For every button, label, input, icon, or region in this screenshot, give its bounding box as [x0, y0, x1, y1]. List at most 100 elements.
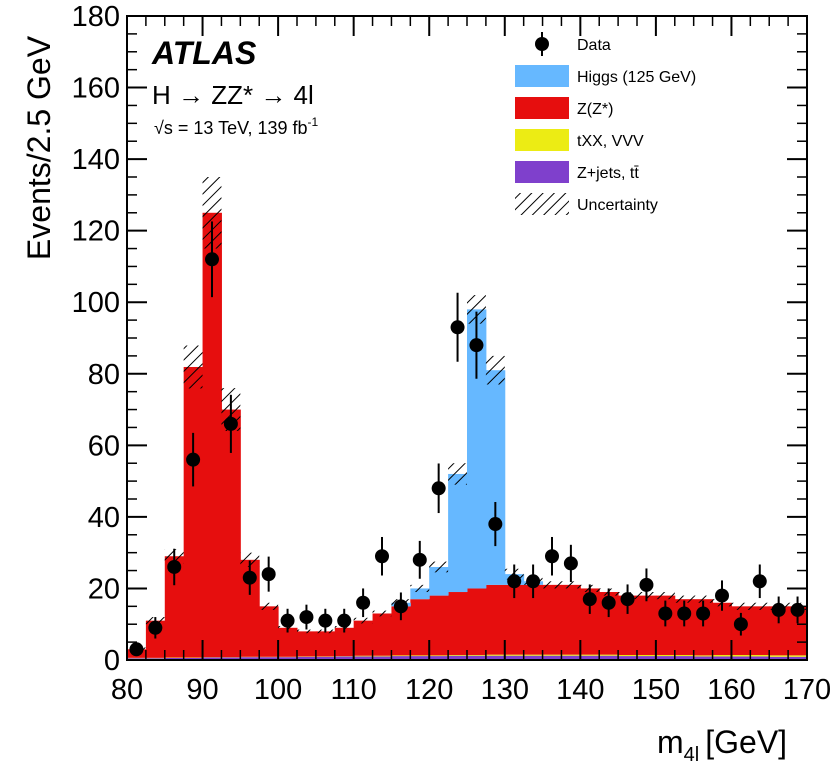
- bar: [750, 656, 770, 660]
- bar: [523, 584, 544, 655]
- uncertainty-band: [561, 581, 581, 589]
- y-tick-label: 160: [72, 73, 120, 105]
- bar: [315, 631, 336, 657]
- stacked-bars: [127, 212, 808, 660]
- data-point: [715, 588, 729, 603]
- x-tick-label: 100: [254, 674, 302, 706]
- data-point: [223, 416, 238, 431]
- data-point: [167, 559, 182, 574]
- bar: [655, 656, 676, 660]
- bar: [637, 595, 657, 655]
- data-point: [790, 602, 805, 617]
- bar: [448, 592, 468, 655]
- experiment-label: ATLAS: [151, 35, 257, 71]
- bar: [410, 656, 430, 660]
- bar: [467, 309, 487, 589]
- bar: [504, 655, 525, 660]
- uncertainty-band: [542, 581, 562, 589]
- bar: [259, 657, 279, 660]
- bar: [637, 656, 657, 660]
- bar: [297, 631, 317, 657]
- bar: [485, 370, 506, 585]
- data-point: [601, 595, 616, 610]
- data-point: [375, 549, 389, 564]
- y-axis-title: Events/2.5 GeV: [21, 35, 57, 260]
- bar: [353, 620, 374, 656]
- bar: [599, 654, 619, 656]
- x-tick-label: 110: [331, 674, 377, 706]
- data-point: [148, 620, 163, 635]
- bar: [485, 584, 506, 655]
- axis-ticks: 80 90 100 110 120 130 140 150 160 170 0 20 40 60 80 100…: [72, 1, 832, 706]
- bar: [712, 654, 732, 657]
- bar: [561, 654, 581, 656]
- x-tick-label: 90: [186, 674, 218, 706]
- bar: [674, 654, 695, 657]
- data-point: [280, 613, 295, 628]
- y-tick-label: 60: [88, 430, 120, 462]
- bar: [542, 584, 562, 655]
- data-point: [186, 452, 201, 467]
- process-label: H → ZZ* → 4l: [152, 80, 314, 110]
- data-point: [545, 549, 559, 564]
- data-point: [733, 617, 748, 632]
- x-tick-label: 80: [111, 674, 143, 706]
- bar: [561, 584, 581, 655]
- data-point: [242, 570, 257, 585]
- uncertainty-band: [467, 295, 486, 324]
- bar: [485, 654, 506, 656]
- data-point: [205, 252, 219, 267]
- bar: [164, 556, 185, 658]
- data-point: [431, 481, 446, 496]
- uncertainty-band: [372, 610, 392, 617]
- bar: [788, 655, 808, 657]
- bar: [183, 366, 204, 658]
- data-point: [526, 574, 541, 589]
- data-points: [129, 221, 805, 657]
- legend-swatch: [515, 65, 569, 87]
- legend-swatch: [515, 129, 569, 151]
- bar: [410, 599, 430, 656]
- uncertainty-band: [240, 552, 260, 567]
- bar: [429, 655, 449, 657]
- x-tick-label: 160: [707, 674, 755, 706]
- bar: [410, 588, 430, 600]
- bar: [769, 656, 789, 660]
- legend-swatch: [515, 161, 569, 183]
- bar: [485, 655, 506, 660]
- bar: [429, 656, 449, 660]
- data-point: [469, 338, 484, 353]
- bar: [353, 655, 374, 657]
- bar: [164, 657, 185, 660]
- bar: [278, 657, 298, 660]
- bar: [674, 656, 695, 660]
- data-point: [356, 595, 371, 610]
- bar: [467, 654, 487, 656]
- energy-label: √s = 13 TeV, 139 fb-1: [154, 115, 319, 138]
- data-point: [337, 613, 352, 628]
- bar: [372, 613, 392, 656]
- bar: [618, 656, 638, 660]
- bar: [712, 656, 732, 660]
- x-tick-label: 170: [783, 674, 831, 706]
- legend-swatch: [515, 97, 569, 119]
- bar: [334, 627, 355, 657]
- y-tick-label: 20: [88, 573, 120, 605]
- bar: [448, 654, 468, 656]
- bar: [467, 588, 487, 655]
- uncertainty-band: [448, 463, 467, 485]
- bar: [504, 584, 525, 655]
- legend-label: Uncertainty: [577, 197, 658, 214]
- bar: [240, 559, 260, 657]
- y-axis-label: Events/2.5 GeV: [21, 35, 57, 260]
- bar: [391, 655, 411, 657]
- bar: [467, 655, 487, 660]
- x-tick-label: 120: [405, 674, 453, 706]
- data-point: [507, 574, 522, 589]
- bar: [315, 656, 336, 660]
- uncertainty-band: [485, 355, 505, 385]
- bar: [618, 595, 638, 655]
- y-tick-label: 140: [72, 144, 120, 176]
- bar: [240, 657, 260, 660]
- uncertainty-band: [259, 602, 279, 610]
